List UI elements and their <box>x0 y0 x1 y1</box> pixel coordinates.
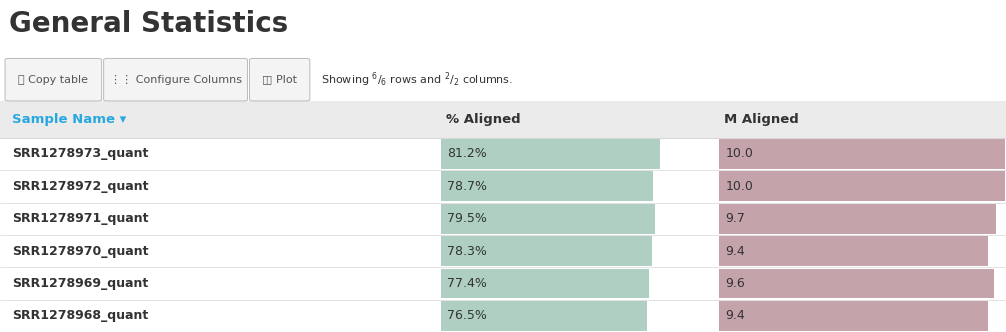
FancyBboxPatch shape <box>719 301 988 331</box>
Text: ⋮⋮ Configure Columns: ⋮⋮ Configure Columns <box>110 75 241 85</box>
FancyBboxPatch shape <box>441 301 647 331</box>
FancyBboxPatch shape <box>0 101 1006 138</box>
Text: Showing $^6/_6$ rows and $^2/_2$ columns.: Showing $^6/_6$ rows and $^2/_2$ columns… <box>321 70 513 89</box>
Text: SRR1278971_quant: SRR1278971_quant <box>12 212 149 225</box>
Text: 77.4%: 77.4% <box>447 277 487 290</box>
Text: 76.5%: 76.5% <box>447 309 487 322</box>
FancyBboxPatch shape <box>441 171 653 201</box>
FancyBboxPatch shape <box>719 171 1005 201</box>
Text: 9.7: 9.7 <box>725 212 745 225</box>
Text: 10.0: 10.0 <box>725 147 753 160</box>
Text: 79.5%: 79.5% <box>447 212 487 225</box>
Text: SRR1278973_quant: SRR1278973_quant <box>12 147 149 160</box>
Text: ⎙ Copy table: ⎙ Copy table <box>18 75 89 85</box>
Text: SRR1278969_quant: SRR1278969_quant <box>12 277 148 290</box>
Text: SRR1278968_quant: SRR1278968_quant <box>12 309 148 322</box>
Text: SRR1278972_quant: SRR1278972_quant <box>12 180 149 193</box>
Text: General Statistics: General Statistics <box>9 10 289 38</box>
Text: Sample Name ▾: Sample Name ▾ <box>12 113 127 126</box>
FancyBboxPatch shape <box>719 236 988 266</box>
FancyBboxPatch shape <box>719 204 996 234</box>
FancyBboxPatch shape <box>719 139 1005 169</box>
FancyBboxPatch shape <box>249 58 310 101</box>
FancyBboxPatch shape <box>441 269 649 298</box>
Text: 9.6: 9.6 <box>725 277 745 290</box>
FancyBboxPatch shape <box>441 236 652 266</box>
Text: % Aligned: % Aligned <box>446 113 520 126</box>
Text: ◫ Plot: ◫ Plot <box>263 75 297 85</box>
Text: 78.3%: 78.3% <box>447 245 487 258</box>
Text: 9.4: 9.4 <box>725 245 745 258</box>
FancyBboxPatch shape <box>5 58 102 101</box>
FancyBboxPatch shape <box>441 139 660 169</box>
Text: 9.4: 9.4 <box>725 309 745 322</box>
Text: M Aligned: M Aligned <box>724 113 799 126</box>
Text: 10.0: 10.0 <box>725 180 753 193</box>
Text: 78.7%: 78.7% <box>447 180 487 193</box>
Text: 81.2%: 81.2% <box>447 147 487 160</box>
FancyBboxPatch shape <box>104 58 247 101</box>
FancyBboxPatch shape <box>441 204 655 234</box>
Text: SRR1278970_quant: SRR1278970_quant <box>12 245 149 258</box>
FancyBboxPatch shape <box>719 269 994 298</box>
